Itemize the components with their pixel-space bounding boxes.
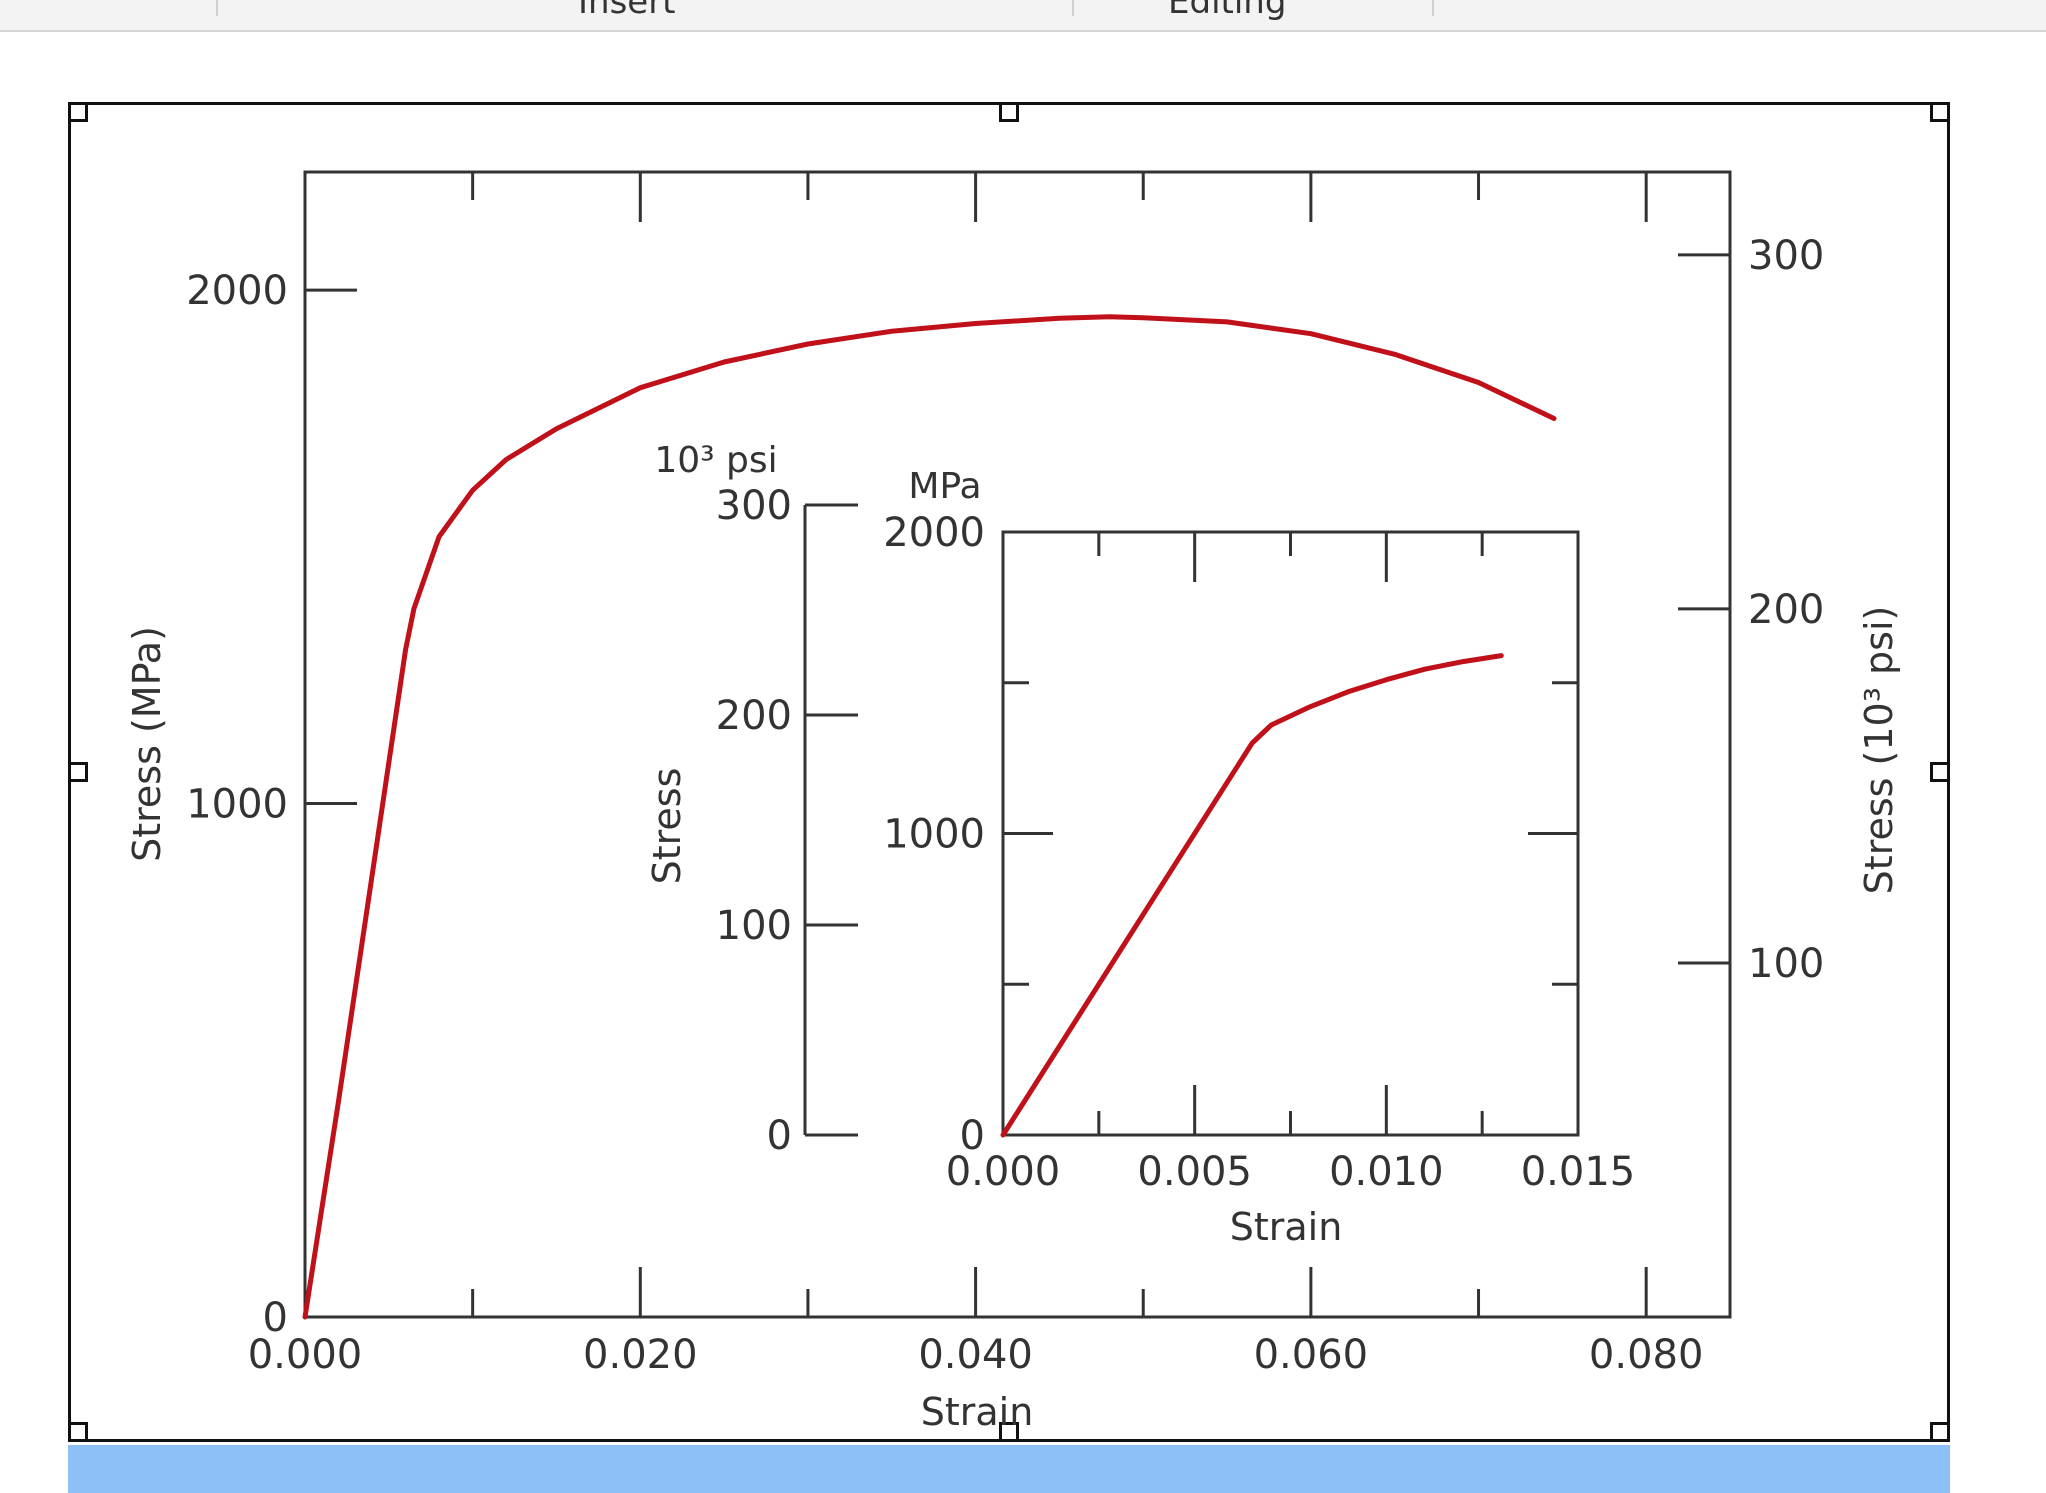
- main-y-tick-label: 2000: [186, 268, 288, 314]
- inset-y-tick-label: 2000: [883, 510, 985, 556]
- inset-y-tick-label: 0: [960, 1113, 985, 1159]
- inset-y-tick-labels: 0 1000 2000: [883, 510, 985, 1159]
- inset-x-tick-label: 0.010: [1329, 1149, 1444, 1195]
- inset-stress-strain-line: [1000, 653, 1504, 1138]
- main-x-tick-label: 0.000: [248, 1332, 363, 1378]
- main-x-tick-labels: 0.000 0.020 0.040 0.060 0.080: [248, 1332, 1704, 1378]
- inset-x-tick-labels: 0.000 0.005 0.010 0.015: [946, 1149, 1636, 1195]
- resize-handle-bottom-right[interactable]: [1930, 1422, 1950, 1442]
- resize-handle-top-left[interactable]: [68, 102, 88, 122]
- inset-x-tick-label: 0.005: [1137, 1149, 1252, 1195]
- ribbon-bar: Insert Editing: [0, 0, 2046, 32]
- main-x-axis-label: Strain: [921, 1390, 1034, 1434]
- main-ticks: [305, 172, 1730, 1317]
- main-y-tick-label: 0: [263, 1295, 288, 1341]
- resize-handle-bottom[interactable]: [999, 1422, 1019, 1442]
- tab-separator: [216, 0, 218, 16]
- resize-handle-top-right[interactable]: [1930, 102, 1950, 122]
- main-x-tick-label: 0.040: [918, 1332, 1033, 1378]
- main-y2-tick-label: 200: [1748, 587, 1824, 633]
- tab-separator: [1432, 0, 1434, 16]
- inset-y-axis-label: Stress: [645, 768, 689, 885]
- main-x-tick-label: 0.020: [583, 1332, 698, 1378]
- main-y-axis-label: Stress (MPa): [125, 626, 169, 862]
- resize-handle-bottom-left[interactable]: [68, 1422, 88, 1442]
- inset-psi-tick-labels: 0 100 200 300: [716, 483, 792, 1159]
- inset-mpa-unit-label: MPa: [908, 466, 981, 507]
- main-series: [302, 314, 1557, 1320]
- tab-separator: [1072, 0, 1074, 16]
- inset-y-tick-label: 1000: [883, 812, 985, 858]
- resize-handle-left[interactable]: [68, 762, 88, 782]
- main-y-tick-label: 1000: [186, 782, 288, 828]
- main-y2-tick-label: 300: [1748, 233, 1824, 279]
- resize-handle-top[interactable]: [999, 102, 1019, 122]
- main-y-tick-labels: 0 1000 2000: [186, 268, 288, 1341]
- inset-psi-unit-label: 10³ psi: [654, 440, 777, 481]
- inset-psi-tick-label: 100: [716, 903, 792, 949]
- main-stress-strain-line: [302, 314, 1557, 1320]
- inset-psi-tick-label: 0: [767, 1113, 792, 1159]
- inset-x-tick-label: 0.015: [1521, 1149, 1636, 1195]
- inset-psi-tick-label: 300: [716, 483, 792, 529]
- main-plot-frame: [303, 170, 1732, 1319]
- main-y2-axis-label: Stress (10³ psi): [1857, 606, 1901, 895]
- inset-series: [1000, 653, 1504, 1138]
- main-y2-tick-label: 100: [1748, 941, 1824, 987]
- inset-psi-tick-label: 200: [716, 693, 792, 739]
- inset-ticks: [805, 503, 1578, 1137]
- inset-plot-frame: [1001, 530, 1580, 1137]
- main-x-tick-label: 0.060: [1254, 1332, 1369, 1378]
- selection-bar: [68, 1445, 1950, 1493]
- inset-x-axis-label: Strain: [1230, 1205, 1343, 1249]
- inset-x-tick-label: 0.000: [946, 1149, 1061, 1195]
- main-x-tick-label: 0.080: [1589, 1332, 1704, 1378]
- main-y2-tick-labels: 100 200 300: [1748, 233, 1824, 987]
- resize-handle-right[interactable]: [1930, 762, 1950, 782]
